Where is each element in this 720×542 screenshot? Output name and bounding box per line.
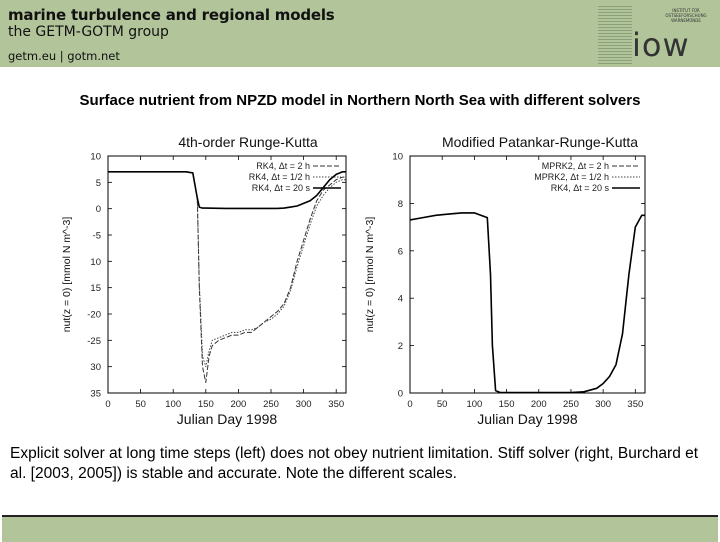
plot-frame	[409, 155, 646, 394]
series-line-solid	[410, 212, 645, 393]
y-tick-label: 2	[398, 341, 403, 352]
x-tick-label: 50	[135, 399, 146, 410]
x-tick-label: 100	[165, 399, 181, 410]
x-tick-label: 300	[296, 399, 312, 410]
series-line-dashed	[410, 212, 645, 393]
legend-label: RK4, Δt = 1/2 h	[249, 172, 310, 182]
y-tick-label: -5	[93, 231, 101, 242]
x-tick-label: 0	[407, 399, 412, 410]
iow-logo: INSTITUT FÜR OSTSEEFORSCHUNG WARNEMÜNDE …	[598, 6, 718, 64]
y-axis-label: nut(z = 0) [mmol N m^-3]	[61, 217, 73, 333]
y-tick-label: 15	[90, 283, 101, 294]
legend-label: RK4, Δt = 20 s	[252, 183, 311, 193]
y-tick-label: -25	[87, 336, 101, 347]
x-axis-label: Julian Day 1998	[177, 411, 278, 427]
logo-text: iow	[632, 26, 690, 64]
x-tick-label: 350	[627, 399, 643, 410]
x-tick-label: 0	[105, 399, 110, 410]
x-tick-label: 150	[198, 399, 214, 410]
x-tick-label: 150	[499, 399, 515, 410]
y-tick-label: 30	[90, 362, 101, 373]
y-tick-label: 10	[392, 152, 403, 163]
series-line-solid	[108, 171, 346, 210]
slide-caption: Explicit solver at long time steps (left…	[10, 445, 699, 482]
slide-title: Surface nutrient from NPZD model in Nort…	[79, 92, 641, 109]
chart-title: Modified Patankar-Runge-Kutta	[442, 134, 638, 150]
y-axis-label: nut(z = 0) [mmol N m^-3]	[364, 217, 376, 333]
series-line-dotted	[108, 171, 346, 368]
y-tick-label: 10	[90, 152, 101, 163]
x-tick-label: 200	[531, 399, 547, 410]
header-banner: marine turbulence and regional models th…	[0, 0, 720, 67]
y-tick-label: 0	[398, 389, 403, 400]
x-tick-label: 350	[328, 399, 344, 410]
x-tick-label: 200	[230, 399, 246, 410]
x-tick-label: 50	[437, 399, 448, 410]
legend-label: RK4, Δt = 2 h	[256, 161, 310, 171]
y-tick-label: 8	[398, 199, 403, 210]
x-axis-label: Julian Day 1998	[477, 411, 578, 427]
footer-bar	[2, 515, 718, 542]
header-links[interactable]: getm.eu | gotm.net	[8, 49, 120, 63]
y-tick-label: 5	[96, 178, 101, 189]
y-tick-label: 4	[398, 294, 403, 305]
chart-title: 4th-order Runge-Kutta	[178, 134, 318, 150]
legend-label: MPRK2, Δt = 2 h	[542, 161, 609, 171]
series-line-dashed	[108, 171, 346, 383]
legend-label: MPRK2, Δt = 1/2 h	[534, 172, 609, 182]
logo-institute-text: INSTITUT FÜR OSTSEEFORSCHUNG WARNEMÜNDE	[665, 8, 707, 23]
y-tick-label: 10	[90, 257, 101, 268]
y-tick-label: 35	[90, 389, 101, 400]
legend-label: RK4, Δt = 20 s	[551, 183, 610, 193]
x-tick-label: 300	[595, 399, 611, 410]
header-title: marine turbulence and regional models	[8, 6, 335, 24]
x-tick-label: 100	[466, 399, 482, 410]
header-subtitle: the GETM-GOTM group	[8, 24, 169, 40]
logo-emblem-icon	[598, 6, 632, 64]
plot-frame	[107, 155, 347, 394]
y-tick-label: 0	[96, 204, 101, 215]
x-tick-label: 250	[263, 399, 279, 410]
y-tick-label: -20	[87, 310, 101, 321]
y-tick-label: 6	[398, 246, 403, 257]
series-line-dotted	[410, 212, 645, 393]
x-tick-label: 250	[563, 399, 579, 410]
